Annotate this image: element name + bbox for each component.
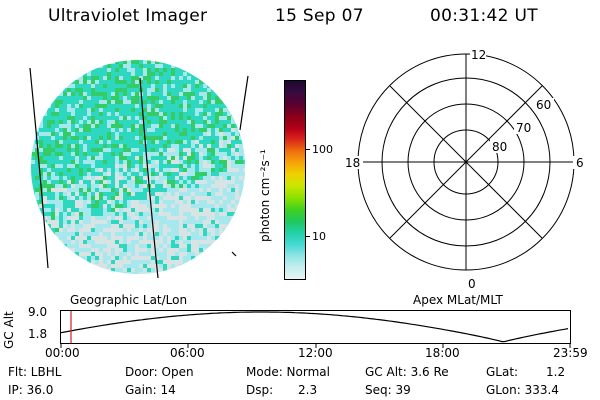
polar-diagonal-2: [389, 85, 543, 239]
lat-label-80: 80: [492, 140, 507, 154]
mlt-label-0: 0: [468, 277, 476, 291]
y-tick-1-8: 1.8: [28, 327, 48, 341]
lon-line-2: [139, 77, 159, 279]
lon-line-3: [239, 75, 249, 131]
y-tick-9: 9.0: [28, 305, 48, 319]
info-dsp-value: 2.3: [298, 383, 318, 397]
mlt-label-18: 18: [345, 156, 360, 170]
lat-label-60: 60: [536, 98, 551, 112]
info-seq: Seq: 39: [365, 383, 411, 397]
colorbar-gradient: [285, 81, 305, 279]
geographic-label: Geographic Lat/Lon: [70, 293, 188, 307]
apex-label: Apex MLat/MLT: [413, 293, 503, 307]
timeline-frame: [60, 310, 571, 344]
colorbar-tick-10: 10: [312, 230, 326, 243]
gc-alt-axis-label: GC Alt: [2, 311, 16, 349]
x-tick-2359: 23:59: [553, 346, 588, 360]
info-door: Door: Open: [125, 365, 194, 379]
colorbar-unit-label: photon cm⁻²s⁻¹: [258, 149, 272, 242]
altitude-curve: [60, 311, 569, 343]
lon-line-1: [29, 67, 49, 269]
info-ip: IP: 36.0: [8, 383, 54, 397]
x-tick-1800: 18:00: [425, 346, 460, 360]
info-gc-alt: GC Alt: 3.6 Re: [365, 365, 449, 379]
instrument-title: Ultraviolet Imager: [48, 6, 208, 26]
date-label: 15 Sep 07: [275, 6, 364, 26]
info-gain: Gain: 14: [125, 383, 176, 397]
x-tick-0000: 00:00: [45, 346, 80, 360]
x-tick-0600: 06:00: [170, 346, 205, 360]
mlt-label-12: 12: [471, 48, 486, 62]
info-glat-label: GLat:: [486, 365, 519, 379]
colorbar-tick-mark-100: [305, 149, 310, 150]
time-label: 00:31:42 UT: [430, 6, 538, 26]
info-glon: GLon: 333.4: [486, 383, 559, 397]
altitude-timeline: [60, 310, 571, 348]
info-glat-value: 1.2: [546, 365, 566, 379]
info-mode: Mode: Normal: [246, 365, 330, 379]
info-dsp-label: Dsp:: [246, 383, 274, 397]
uv-image-panel: [29, 60, 249, 279]
colorbar-tick-100: 100: [312, 143, 333, 156]
lat-label-70: 70: [516, 121, 531, 135]
lon-line-4: [231, 251, 237, 257]
colorbar-tick-mark-10: [305, 236, 310, 237]
colorbar: 100 10: [284, 80, 333, 280]
uv-image-disk: [31, 60, 245, 274]
x-tick-1200: 12:00: [298, 346, 333, 360]
mlt-label-6: 6: [576, 156, 584, 170]
info-flt: Flt: LBHL: [8, 365, 62, 379]
polar-plot: 12 18 6 0 60 70 80: [343, 48, 585, 291]
